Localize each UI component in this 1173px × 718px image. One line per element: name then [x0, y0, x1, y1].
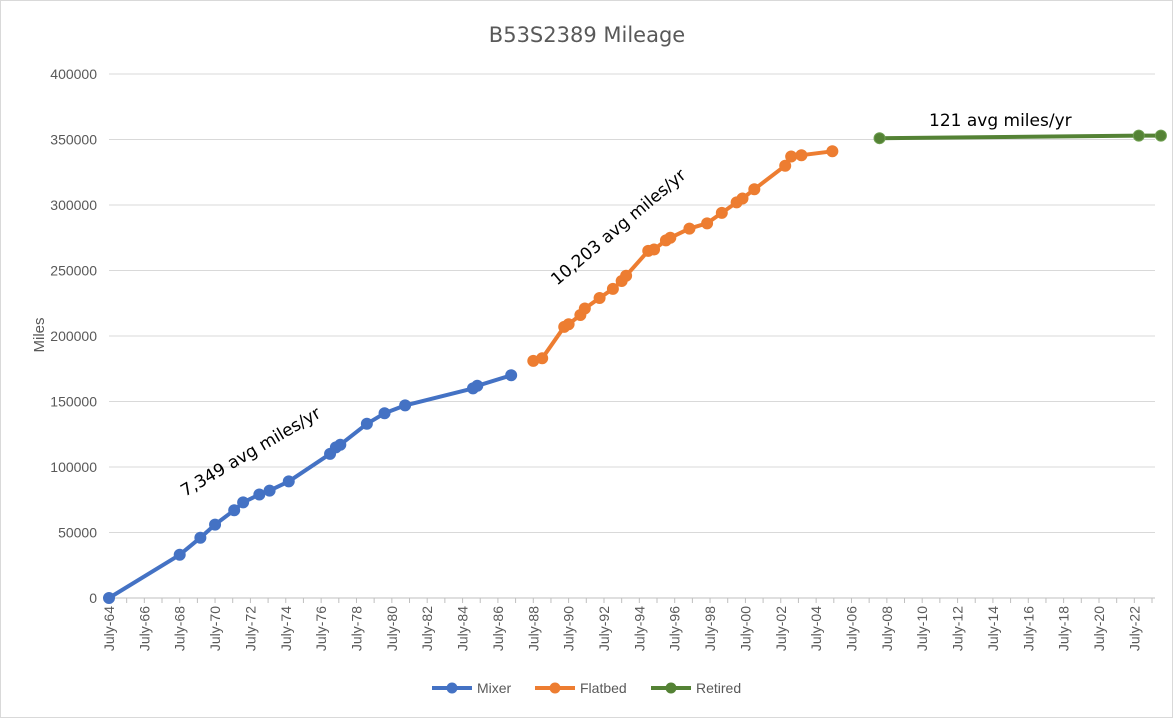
data-point: [826, 145, 839, 158]
data-point: [779, 159, 792, 172]
data-point: [562, 318, 575, 331]
data-point: [536, 352, 549, 365]
y-tick-label: 350000: [50, 132, 97, 148]
x-tick-label: July-74: [278, 606, 294, 651]
x-tick-label: July-16: [1020, 606, 1036, 651]
data-point: [683, 222, 696, 235]
data-point: [715, 206, 728, 219]
data-point: [1154, 129, 1167, 142]
x-tick-label: July-18: [1056, 606, 1072, 651]
data-point: [378, 407, 391, 420]
data-point: [606, 282, 619, 295]
x-tick-label: July-14: [985, 606, 1001, 651]
data-point: [360, 417, 373, 430]
x-tick-label: July-06: [843, 606, 859, 651]
x-tick-label: July-86: [490, 606, 506, 651]
legend-swatch-marker: [665, 682, 677, 694]
data-point: [785, 150, 798, 163]
data-point: [228, 504, 241, 517]
data-point: [103, 592, 115, 604]
x-tick-label: July-12: [950, 606, 966, 651]
chart-title: B53S2389 Mileage: [489, 23, 685, 47]
y-tick-label: 400000: [50, 66, 97, 82]
x-tick-label: July-94: [631, 606, 647, 651]
y-tick-label: 0: [89, 590, 97, 606]
x-tick-label: July-70: [207, 606, 223, 651]
data-point: [505, 369, 518, 382]
data-point: [873, 132, 886, 145]
data-point: [701, 217, 714, 230]
x-tick-label: July-02: [773, 606, 789, 651]
gridlines: [109, 73, 1155, 599]
y-axis-title: Miles: [31, 317, 48, 352]
y-axis-ticks: 0 50000 100000 150000 200000 250000 300000 3500…: [50, 66, 97, 606]
x-tick-label: July-04: [808, 606, 824, 651]
legend-label: Retired: [696, 680, 741, 696]
y-tick-label: 100000: [50, 459, 97, 475]
y-tick-label: 250000: [50, 263, 97, 279]
y-tick-label: 150000: [50, 394, 97, 410]
legend-label: Flatbed: [580, 680, 627, 696]
y-tick-label: 50000: [58, 525, 97, 541]
data-point: [648, 243, 661, 256]
x-tick-label: July-98: [702, 606, 718, 651]
x-tick-label: July-72: [242, 606, 258, 651]
series-retired: [873, 129, 1167, 145]
data-point: [471, 379, 484, 392]
legend-swatch-marker: [446, 682, 458, 694]
x-tick-label: July-00: [737, 606, 753, 651]
data-point: [209, 518, 222, 531]
data-point: [334, 438, 347, 451]
series-line-retired: [877, 133, 1163, 141]
y-tick-label: 200000: [50, 328, 97, 344]
x-tick-label: July-90: [561, 606, 577, 651]
data-point: [1132, 129, 1145, 142]
data-point: [263, 484, 276, 497]
legend-label: Mixer: [477, 680, 512, 696]
x-tick-label: July-88: [525, 606, 541, 651]
legend-swatch-marker: [549, 682, 561, 694]
x-tick-label: July-68: [172, 606, 188, 651]
data-point: [620, 269, 633, 282]
x-axis-ticks: July-64 July-66 July-68 July-70 July-72 July-…: [101, 598, 1153, 651]
x-tick-label: July-66: [136, 606, 152, 651]
series-flatbed: [527, 145, 839, 367]
data-point: [194, 531, 207, 544]
x-tick-label: July-64: [101, 606, 117, 651]
data-point: [748, 183, 761, 196]
data-point: [399, 399, 412, 412]
series-mixer: [103, 369, 518, 604]
data-point: [795, 149, 808, 162]
annotation-mixer-rate: 7,349 avg miles/yr: [177, 403, 324, 501]
x-tick-label: July-22: [1126, 606, 1142, 651]
x-tick-label: July-80: [384, 606, 400, 651]
y-tick-label: 300000: [50, 197, 97, 213]
annotation-retired-rate: 121 avg miles/yr: [929, 111, 1072, 131]
data-point: [578, 302, 591, 315]
x-tick-label: July-84: [455, 606, 471, 651]
data-point: [664, 231, 677, 244]
x-tick-label: July-96: [667, 606, 683, 651]
data-point: [237, 496, 250, 509]
x-tick-label: July-76: [313, 606, 329, 651]
data-point: [253, 488, 266, 501]
x-tick-label: July-82: [419, 606, 435, 651]
data-point: [736, 192, 749, 205]
series-group: [103, 129, 1167, 604]
x-tick-label: July-78: [348, 606, 364, 651]
data-point: [282, 475, 295, 488]
data-point: [593, 292, 606, 305]
x-tick-label: July-20: [1091, 606, 1107, 651]
x-tick-label: July-08: [879, 606, 895, 651]
data-point: [173, 548, 186, 561]
annotation-flatbed-rate: 10,203 avg miles/yr: [547, 165, 690, 289]
x-tick-label: July-92: [596, 606, 612, 651]
x-tick-label: July-10: [914, 606, 930, 651]
legend: Mixer Flatbed Retired: [432, 680, 741, 696]
